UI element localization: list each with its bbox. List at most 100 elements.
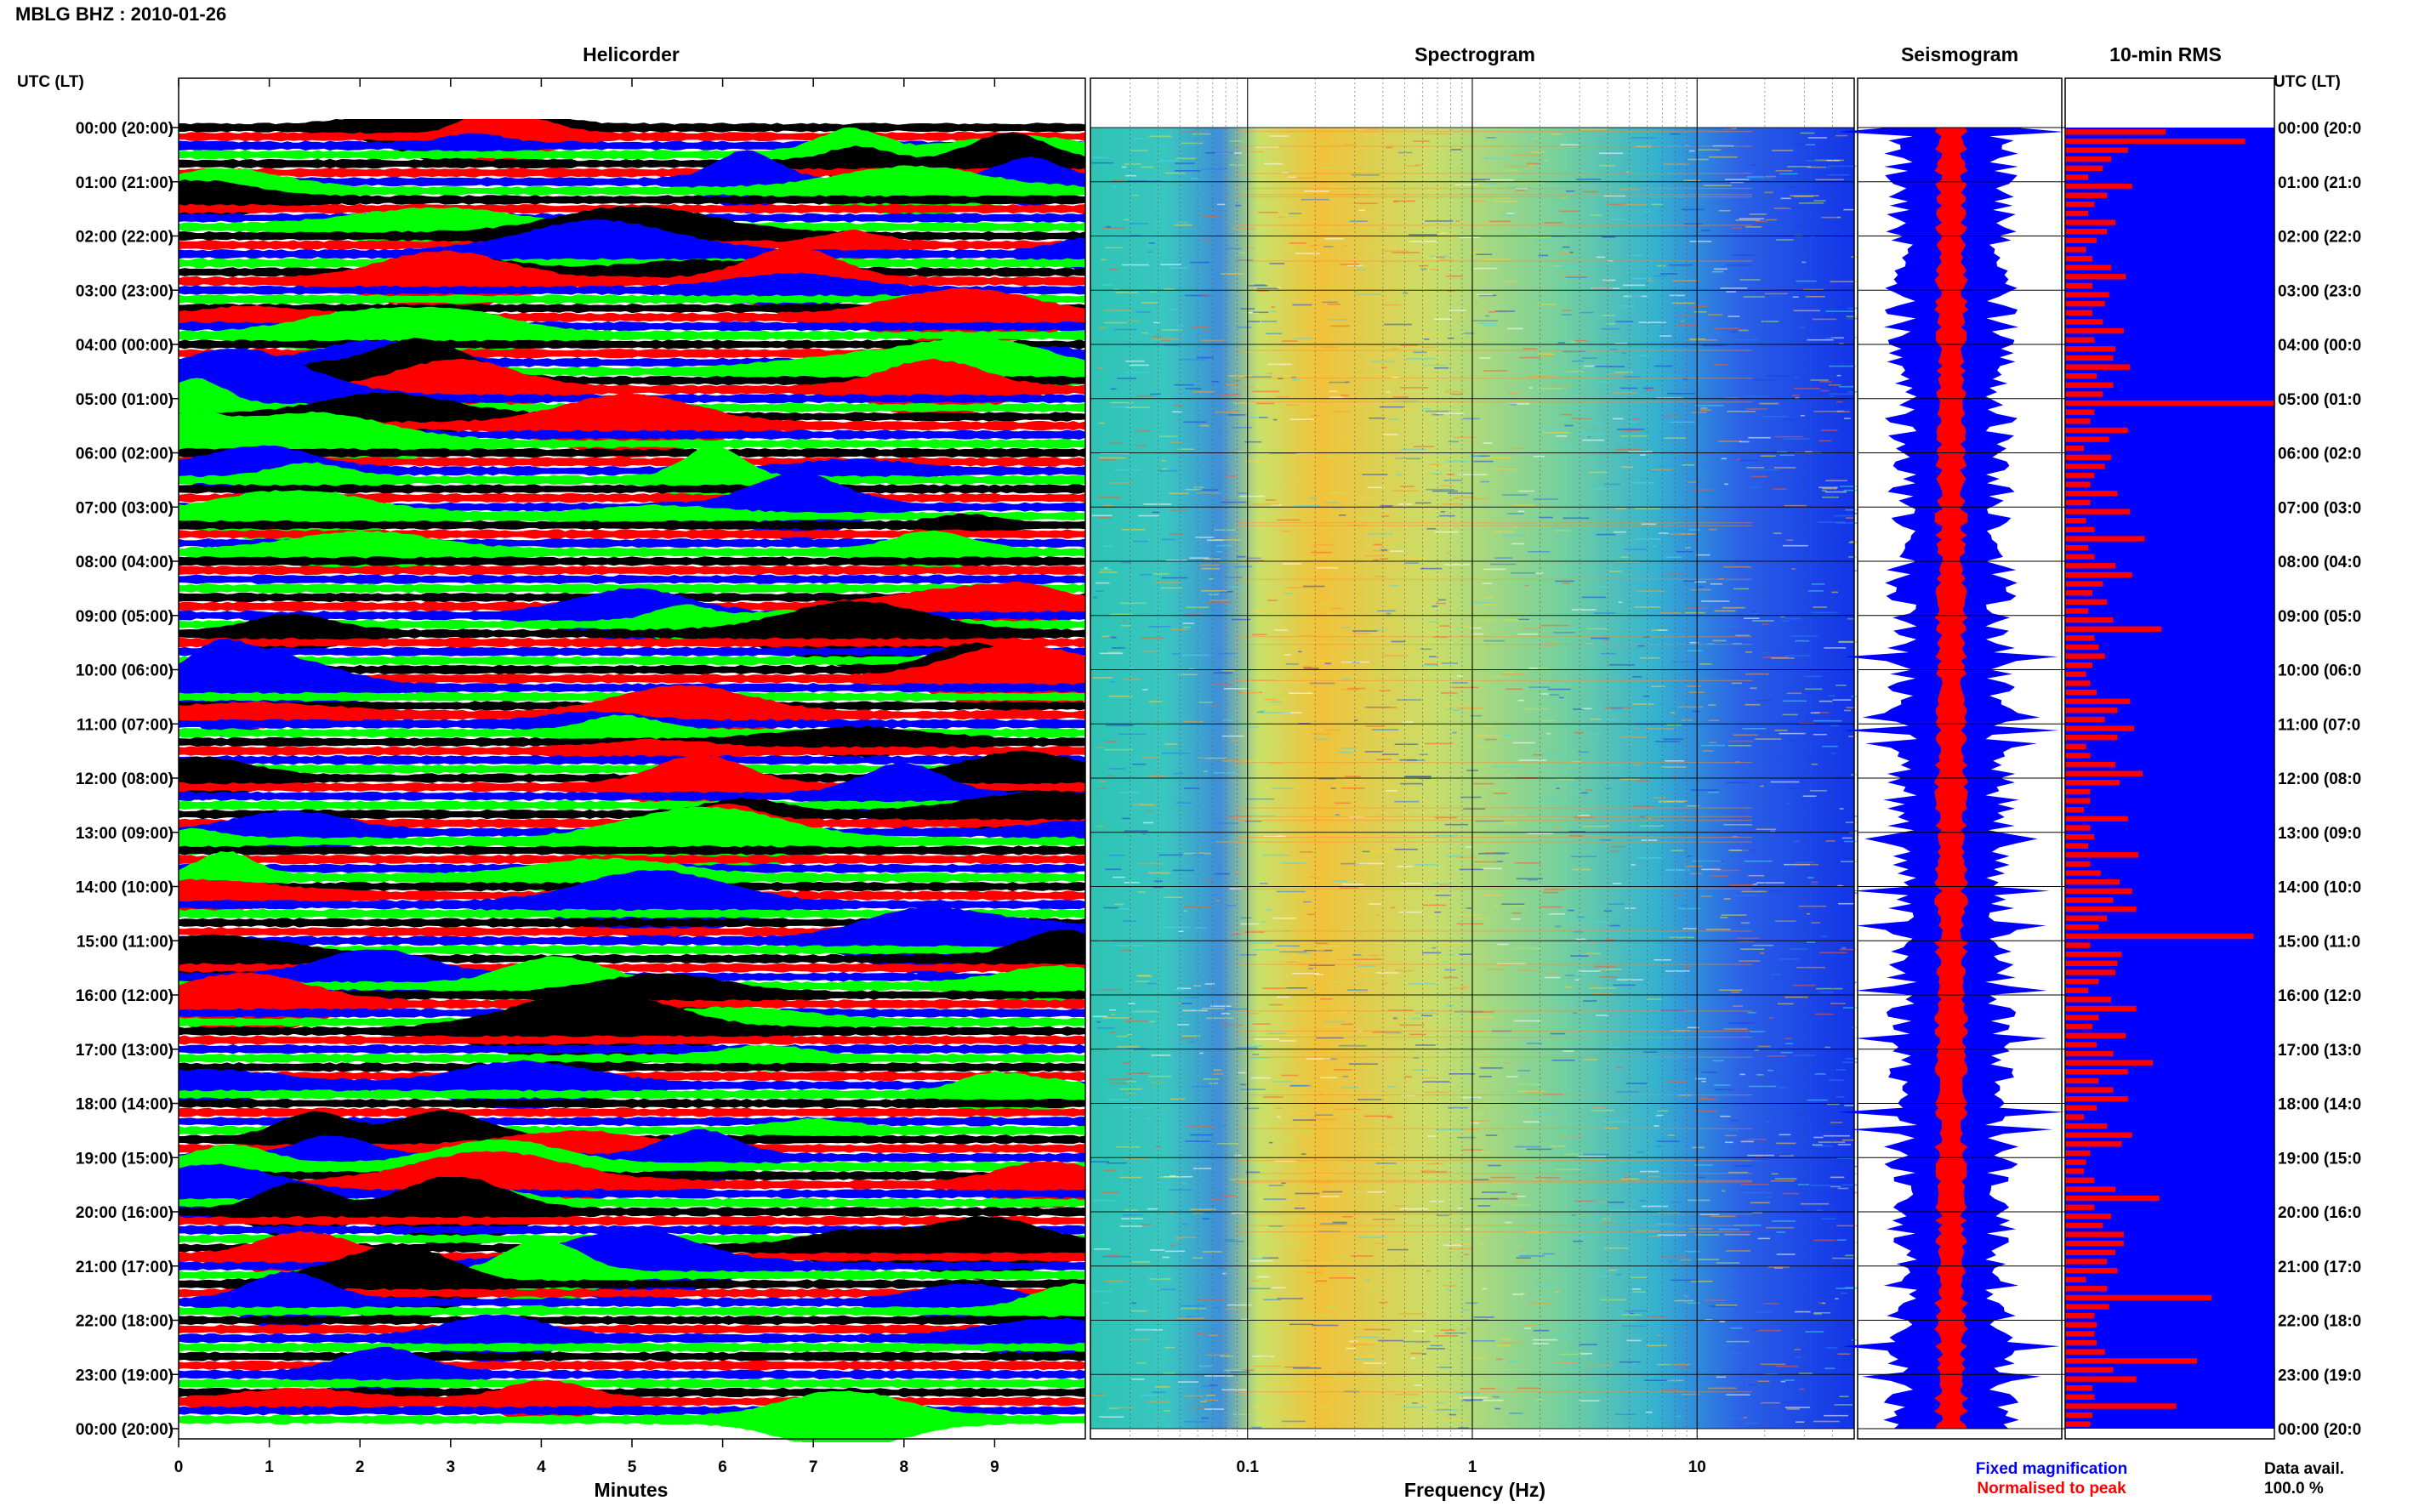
helicorder-trace (179, 1282, 1085, 1340)
spectrogram-speckle (1158, 469, 1177, 472)
spectrogram-speckle (1469, 1197, 1499, 1200)
spectrogram-speckle (1400, 782, 1424, 785)
spectrogram-speckle (1416, 1328, 1441, 1330)
spectrogram-speckle (1127, 1072, 1150, 1074)
spectrogram-speckle (1839, 343, 1844, 344)
spectrogram-speckle (1745, 226, 1762, 228)
rms-bar (2065, 879, 2120, 885)
spectrogram-speckle (1685, 865, 1703, 867)
spectrogram-speckle (1669, 294, 1686, 297)
spectrogram-speckle (1839, 948, 1856, 951)
spectrogram-speckle (1270, 310, 1276, 313)
spectrogram-speckle (1409, 1398, 1421, 1400)
spectrogram-speckle (1805, 144, 1816, 145)
spectrogram-speckle (1393, 401, 1418, 402)
helicorder-trace (179, 484, 1085, 494)
spectrogram-speckle (1779, 1134, 1791, 1136)
time-label-left: 05:00 (01:00) (76, 391, 174, 409)
spectrogram-speckle (1357, 1236, 1386, 1238)
spectrogram-speckle (1377, 1339, 1404, 1342)
spectrogram-speckle (1739, 948, 1765, 950)
spectrogram-speckle (1584, 733, 1601, 736)
spectrogram-speckle (1160, 587, 1182, 589)
spectrogram-speckle (1836, 685, 1847, 686)
spectrogram-speckle (1277, 1214, 1306, 1216)
spectrogram-speckle (1152, 1391, 1166, 1393)
spectrogram-speckle (1475, 735, 1504, 736)
spectrogram-speckle (1429, 1200, 1444, 1202)
spectrogram-speckle (1153, 573, 1170, 575)
spectrogram-speckle (1276, 945, 1300, 947)
spectrogram-speckle (1825, 310, 1855, 312)
spectrogram-speckle (1820, 389, 1830, 392)
spectrogram-speckle (1232, 228, 1255, 230)
spectrogram-speckle (1124, 219, 1130, 221)
spectrogram-speckle (1513, 1260, 1528, 1263)
spectrogram-speckle (1718, 577, 1724, 580)
spectrogram-speckle (1236, 1047, 1258, 1049)
spectrogram-speckle (1126, 1048, 1147, 1049)
spectrogram-speckle (1141, 637, 1164, 639)
spectrogram-speckle (1538, 353, 1554, 355)
rms-bar (2065, 1376, 2137, 1382)
spectrogram-speckle (1484, 179, 1514, 181)
spectrogram-speckle (1369, 954, 1380, 957)
spectrogram-speckle (1460, 796, 1482, 799)
spectrogram-speckle (1727, 1129, 1739, 1132)
spectrogram-speckle (1770, 781, 1800, 783)
spectrogram-speckle (1611, 764, 1621, 766)
spectrogram-speckle (1632, 676, 1642, 678)
helicorder-trace (179, 973, 1085, 1017)
spectrogram-speckle (1767, 1155, 1771, 1157)
spectrogram-speckle (1251, 1077, 1272, 1079)
spectrogram-speckle (1689, 873, 1702, 875)
spectrogram-speckle (1201, 1008, 1225, 1009)
rms-bar (2065, 906, 2137, 912)
spectrogram-speckle (1266, 909, 1272, 911)
rms-bar (2065, 337, 2095, 343)
spectrogram-speckle (1763, 191, 1773, 194)
spectrogram-speckle (1507, 185, 1520, 188)
spectrogram-speckle (1451, 393, 1463, 395)
spectrogram-speckle (1306, 419, 1311, 422)
spectrogram-speckle (1097, 517, 1113, 519)
spectrogram-speckle (1446, 1288, 1451, 1290)
spectrogram-speckle (1283, 712, 1302, 713)
spectrogram-speckle (1252, 311, 1269, 314)
spectrogram-speckle (1718, 1228, 1740, 1231)
spectrogram-speckle (1153, 338, 1179, 340)
legend-fixed-magnification: Fixed magnification (1976, 1460, 2127, 1478)
spectrogram-speckle (1256, 711, 1264, 713)
spectrogram-speckle (1489, 220, 1511, 223)
spectrogram-speckle (1569, 835, 1585, 837)
spectrogram-speckle (1577, 916, 1585, 918)
rms-bar (2065, 1214, 2112, 1219)
spectrogram-speckle (1671, 850, 1684, 851)
rms-bar (2065, 1005, 2137, 1012)
rms-bar (2065, 861, 2091, 867)
spectrogram-speckle (1483, 639, 1505, 642)
spectrogram-speckle (1130, 667, 1135, 669)
spectrogram-speckle (1098, 422, 1105, 424)
rms-bar (2065, 708, 2118, 713)
spectrogram-speckle (1414, 164, 1422, 166)
time-label-left: 04:00 (00:00) (76, 337, 174, 355)
spectrogram-speckle (1468, 1031, 1483, 1032)
spectrogram-speckle (1177, 1024, 1190, 1026)
spectrogram-speckle (1663, 738, 1683, 740)
spectrogram-speckle (1542, 431, 1570, 434)
spectrogram-speckle (1125, 372, 1149, 373)
spectrogram-speckle (1306, 1271, 1323, 1274)
spectrogram-speckle (1093, 596, 1097, 599)
spectrogram-speckle (1394, 849, 1418, 850)
spectrogram-speckle (1825, 491, 1847, 493)
spectrogram-speckle (1292, 972, 1319, 975)
spectrogram-speckle (1804, 688, 1823, 691)
spectrogram-speckle (1836, 522, 1862, 524)
spectrogram-speckle (1418, 1370, 1426, 1372)
rms-bar (2065, 147, 2128, 153)
spectrogram-speckle (1702, 344, 1725, 347)
spectrogram-speckle (1585, 1026, 1589, 1029)
spectrogram-speckle (1256, 402, 1274, 405)
